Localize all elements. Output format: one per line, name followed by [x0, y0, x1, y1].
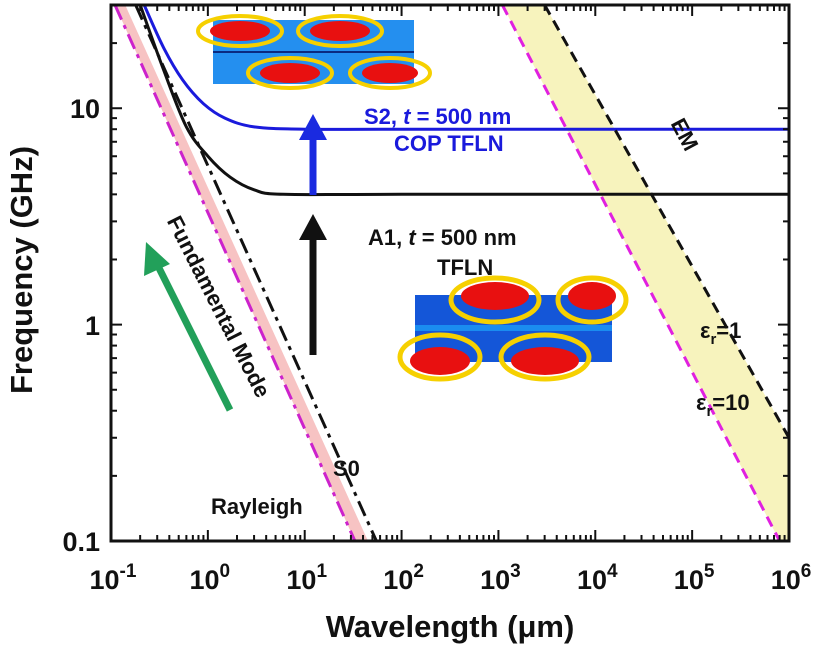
- x-tick-label-2: 102: [383, 561, 424, 595]
- series-em-er1: [543, 5, 789, 439]
- x-tick-label-6: 106: [771, 561, 812, 595]
- series-em-er10: [501, 5, 781, 541]
- series-s2: [142, 5, 789, 131]
- em-label: EM: [666, 114, 704, 155]
- s2-label: S2, t = 500 nm: [364, 104, 511, 129]
- y-tick-label-0.1: 0.1: [62, 527, 100, 557]
- series-s0: [134, 5, 378, 541]
- er1-label: εr=1: [700, 318, 741, 348]
- acoustic-band: [115, 5, 368, 541]
- x-axis-title: Wavelength (μm): [326, 609, 575, 644]
- y-tick-label-10: 10: [70, 94, 100, 124]
- s2-mode-inset: [196, 14, 432, 90]
- y-axis-title: Frequency (GHz): [4, 146, 39, 394]
- x-tick-label-0: 100: [190, 561, 231, 595]
- em-band: [502, 5, 789, 541]
- a1-label: A1, t = 500 nm: [368, 225, 517, 250]
- x-tick-label-3: 103: [480, 561, 521, 595]
- rayleigh-label: Rayleigh: [211, 494, 303, 519]
- s0-label: S0: [333, 456, 360, 481]
- a1-mode-inset: [397, 275, 629, 382]
- green-arrow: [144, 242, 234, 412]
- axis-ticks: [110, 4, 790, 542]
- series-a1: [138, 5, 789, 197]
- s2-sublabel: COP TFLN: [394, 131, 504, 156]
- x-tick-label-4: 104: [577, 561, 618, 595]
- x-tick-label--1: 10-1: [90, 561, 137, 595]
- er10-label: εr=10: [696, 390, 750, 420]
- x-tick-label-1: 101: [286, 561, 327, 595]
- black-arrow: [299, 214, 327, 355]
- y-tick-label-1: 1: [85, 311, 100, 341]
- plot-frame: [109, 3, 791, 543]
- x-tick-label-5: 105: [674, 561, 715, 595]
- series-rayleigh: [113, 5, 357, 541]
- a1-sublabel: TFLN: [437, 255, 493, 280]
- blue-arrow: [299, 114, 327, 195]
